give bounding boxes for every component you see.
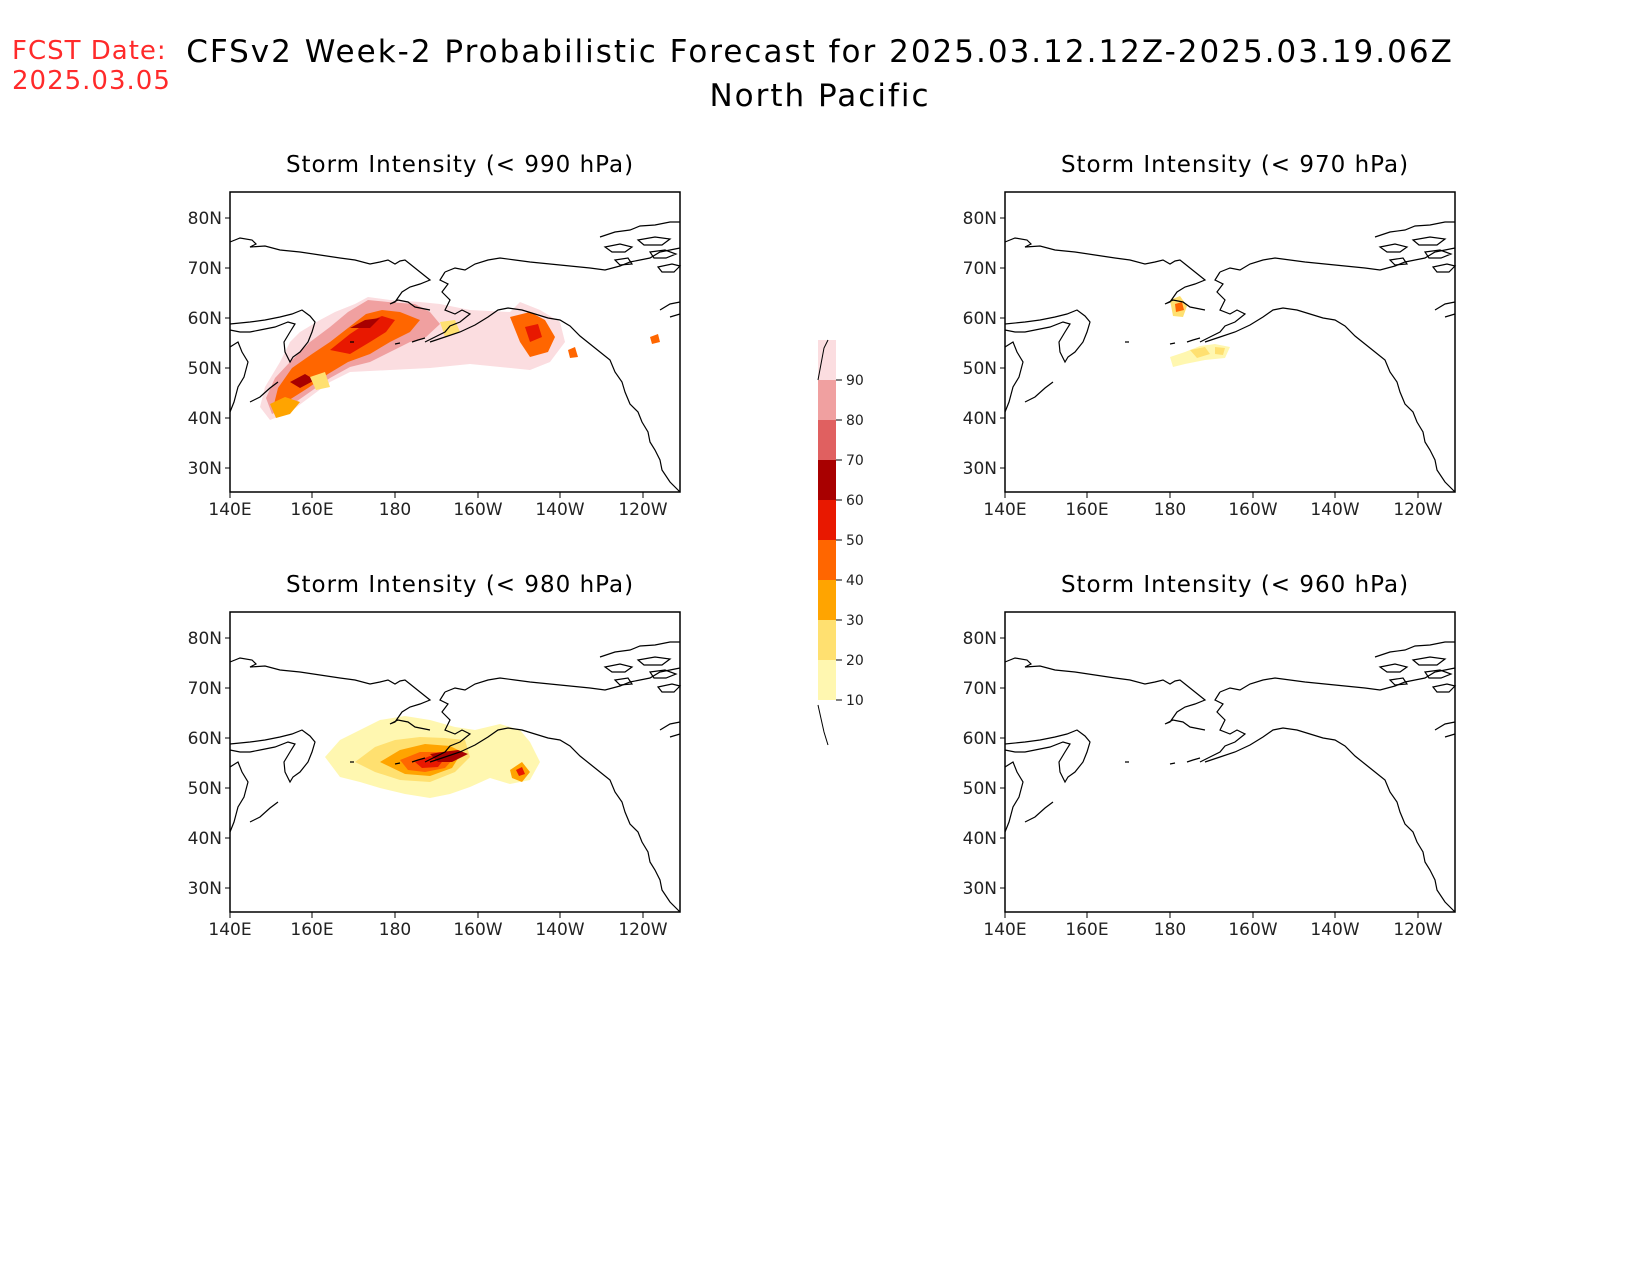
colorbar-label: 40 (846, 573, 864, 589)
forecast-date-value: 2025.03.05 (12, 66, 171, 96)
lat-tick-label: 50N (188, 359, 222, 379)
lon-tick-label: 120W (618, 920, 667, 940)
colorbar-label: 50 (846, 533, 864, 549)
lon-tick-label: 140E (983, 500, 1026, 520)
map-panel-990 (229, 191, 681, 493)
colorbar-swatch (818, 340, 836, 380)
lon-tick-label: 160E (290, 920, 333, 940)
lat-tick-label: 70N (963, 679, 997, 699)
probability-shading-970 (1170, 296, 1230, 367)
title-line-1: CFSv2 Week-2 Probabilistic Forecast for … (186, 34, 1454, 70)
lat-tick-label: 30N (188, 459, 222, 479)
page-title: CFSv2 Week-2 Probabilistic Forecast for … (180, 30, 1460, 118)
lat-tick-label: 40N (188, 409, 222, 429)
lat-tick-label: 30N (963, 879, 997, 899)
lon-tick-label: 140E (983, 920, 1026, 940)
lat-tick-label: 80N (188, 629, 222, 649)
lat-tick-label: 40N (963, 409, 997, 429)
lon-tick-label: 160W (453, 500, 502, 520)
colorbar-label: 80 (846, 413, 864, 429)
lat-tick-label: 70N (963, 259, 997, 279)
lat-tick-label: 30N (188, 879, 222, 899)
lon-tick-label: 140E (208, 500, 251, 520)
colorbar-swatch (818, 580, 836, 620)
colorbar-label: 10 (846, 693, 864, 709)
colorbar-label: 70 (846, 453, 864, 469)
panel-title-970: Storm Intensity (< 970 hPa) (1060, 152, 1410, 178)
lon-tick-label: 180 (1154, 920, 1186, 940)
colorbar-swatch (818, 460, 836, 500)
lon-tick-label: 160E (1065, 500, 1108, 520)
colorbar-swatch (818, 500, 836, 540)
lon-tick-label: 160E (1065, 920, 1108, 940)
lon-tick-label: 180 (1154, 500, 1186, 520)
lat-tick-label: 60N (963, 309, 997, 329)
lat-tick-label: 50N (963, 359, 997, 379)
colorbar-label: 20 (846, 653, 864, 669)
colorbar-label: 60 (846, 493, 864, 509)
lon-tick-label: 160W (1228, 500, 1277, 520)
lon-tick-label: 180 (379, 500, 411, 520)
lat-tick-label: 70N (188, 679, 222, 699)
map-panel-960 (1004, 611, 1456, 913)
lon-tick-label: 180 (379, 920, 411, 940)
lon-tick-label: 120W (618, 500, 667, 520)
lon-tick-label: 120W (1393, 920, 1442, 940)
lat-tick-label: 50N (963, 779, 997, 799)
colorbar-swatches (818, 340, 836, 700)
colorbar-swatch (818, 380, 836, 420)
lat-tick-label: 60N (188, 729, 222, 749)
lat-tick-label: 30N (963, 459, 997, 479)
map-panel-970 (1004, 191, 1456, 493)
lat-tick-label: 60N (188, 309, 222, 329)
lat-tick-label: 80N (963, 629, 997, 649)
lon-tick-label: 160W (1228, 920, 1277, 940)
colorbar-swatch (818, 420, 836, 460)
lon-tick-label: 140W (535, 920, 584, 940)
lon-tick-label: 140W (535, 500, 584, 520)
colorbar-labels: 90 80 70 60 50 40 30 20 10 (836, 373, 864, 709)
panel-title-960: Storm Intensity (< 960 hPa) (1060, 572, 1410, 598)
colorbar-label: 30 (846, 613, 864, 629)
lat-tick-label: 80N (963, 209, 997, 229)
lat-tick-label: 40N (188, 829, 222, 849)
colorbar: 90 80 70 60 50 40 30 20 10 (817, 339, 864, 746)
title-line-2: North Pacific (709, 78, 931, 114)
map-panel-980 (229, 611, 681, 913)
lat-tick-label: 40N (963, 829, 997, 849)
lat-tick-label: 80N (188, 209, 222, 229)
colorbar-swatch (818, 620, 836, 660)
axis-labels: 140E 160E 180 160W 140W 120W 80N 70N 60N 50N 40N 30… (188, 209, 1443, 940)
panel-title-980: Storm Intensity (< 980 hPa) (285, 572, 635, 598)
colorbar-label: 90 (846, 373, 864, 389)
colorbar-swatch (818, 660, 836, 700)
lon-tick-label: 140E (208, 920, 251, 940)
lon-tick-label: 140W (1310, 920, 1359, 940)
lon-tick-label: 160W (453, 920, 502, 940)
forecast-date-block: FCST Date: 2025.03.05 (12, 36, 171, 96)
lat-tick-label: 70N (188, 259, 222, 279)
colorbar-swatch (818, 540, 836, 580)
lon-tick-label: 120W (1393, 500, 1442, 520)
lon-tick-label: 140W (1310, 500, 1359, 520)
lat-tick-label: 60N (963, 729, 997, 749)
lon-tick-label: 160E (290, 500, 333, 520)
lat-tick-label: 50N (188, 779, 222, 799)
panel-title-990: Storm Intensity (< 990 hPa) (285, 152, 635, 178)
probability-shading-990 (260, 297, 660, 420)
forecast-date-label: FCST Date: (12, 36, 167, 66)
